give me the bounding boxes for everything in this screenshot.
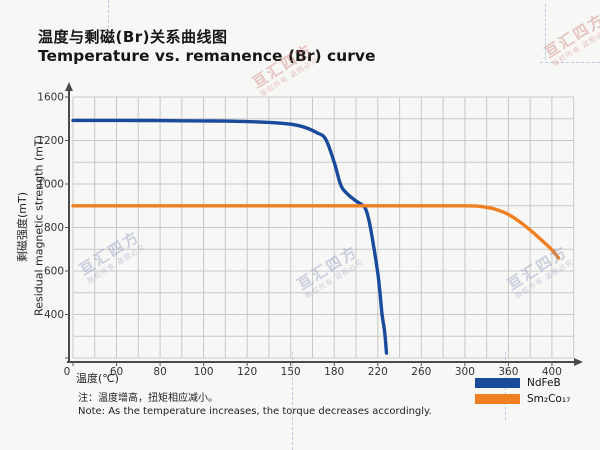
legend-label-ndfeb: NdFeB [527,376,561,389]
svg-text:1600: 1600 [37,92,64,104]
axes [65,82,583,366]
svg-text:80: 80 [153,366,166,378]
svg-text:1000: 1000 [37,179,64,191]
legend-item-ndfeb: NdFeB [475,376,570,389]
footnote-zh: 注：温度增高，扭矩相应减小。 [78,393,218,404]
footnote: 注：温度增高，扭矩相应减小。 Note: As the temperature … [78,392,432,418]
y-axis-arrow-icon [65,82,73,91]
legend-item-sm2co17: Sm₂Co₁₇ [475,392,571,405]
svg-text:300: 300 [455,366,475,378]
svg-text:400: 400 [542,366,562,378]
svg-text:150: 150 [281,366,301,378]
chart-title-en: Temperature vs. remanence (Br) curve [38,47,376,65]
series-line-sm2co17 [71,204,561,260]
grid [72,96,575,359]
legend-label-sm2co17: Sm₂Co₁₇ [527,392,571,405]
svg-text:60: 60 [110,366,123,378]
footnote-en: Note: As the temperature increases, the … [78,406,432,417]
svg-text:600: 600 [44,266,64,278]
svg-text:180: 180 [324,366,344,378]
svg-text:0: 0 [64,366,71,378]
x-axis-title: 温度(℃) [76,372,119,385]
series-line-ndfeb [71,118,389,355]
legend-swatch-sm2co17 [475,393,520,404]
x-tick-labels: 0 60 80 100 120 150 180 220 260 300 360 400 [64,366,562,378]
svg-text:100: 100 [194,366,214,378]
svg-text:220: 220 [368,366,388,378]
legend-swatch-ndfeb [475,377,520,388]
y-tick-labels: 1600 1200 1000 800 600 400 [37,92,64,322]
svg-text:1200: 1200 [37,135,64,147]
chart-title-zh: 温度与剩磁(Br)关系曲线图 [38,28,228,46]
svg-text:800: 800 [44,222,64,234]
legend: NdFeB Sm₂Co₁₇ [475,377,570,409]
svg-text:120: 120 [237,366,257,378]
x-axis-arrow-icon [574,358,583,366]
svg-text:260: 260 [411,366,431,378]
svg-text:360: 360 [498,366,518,378]
svg-text:400: 400 [44,309,64,321]
